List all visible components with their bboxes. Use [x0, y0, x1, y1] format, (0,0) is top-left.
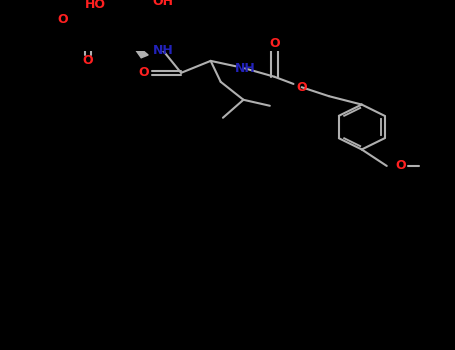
- Text: O: O: [57, 13, 68, 26]
- Polygon shape: [126, 37, 148, 58]
- Text: NH: NH: [152, 44, 173, 57]
- Text: O: O: [395, 160, 406, 173]
- Text: O: O: [138, 66, 149, 79]
- Text: O: O: [82, 54, 93, 67]
- Polygon shape: [120, 10, 128, 37]
- Text: OH: OH: [152, 0, 173, 8]
- Text: HO: HO: [85, 0, 106, 10]
- Text: NH: NH: [234, 62, 255, 75]
- Text: O: O: [269, 37, 280, 50]
- Text: O: O: [296, 81, 307, 94]
